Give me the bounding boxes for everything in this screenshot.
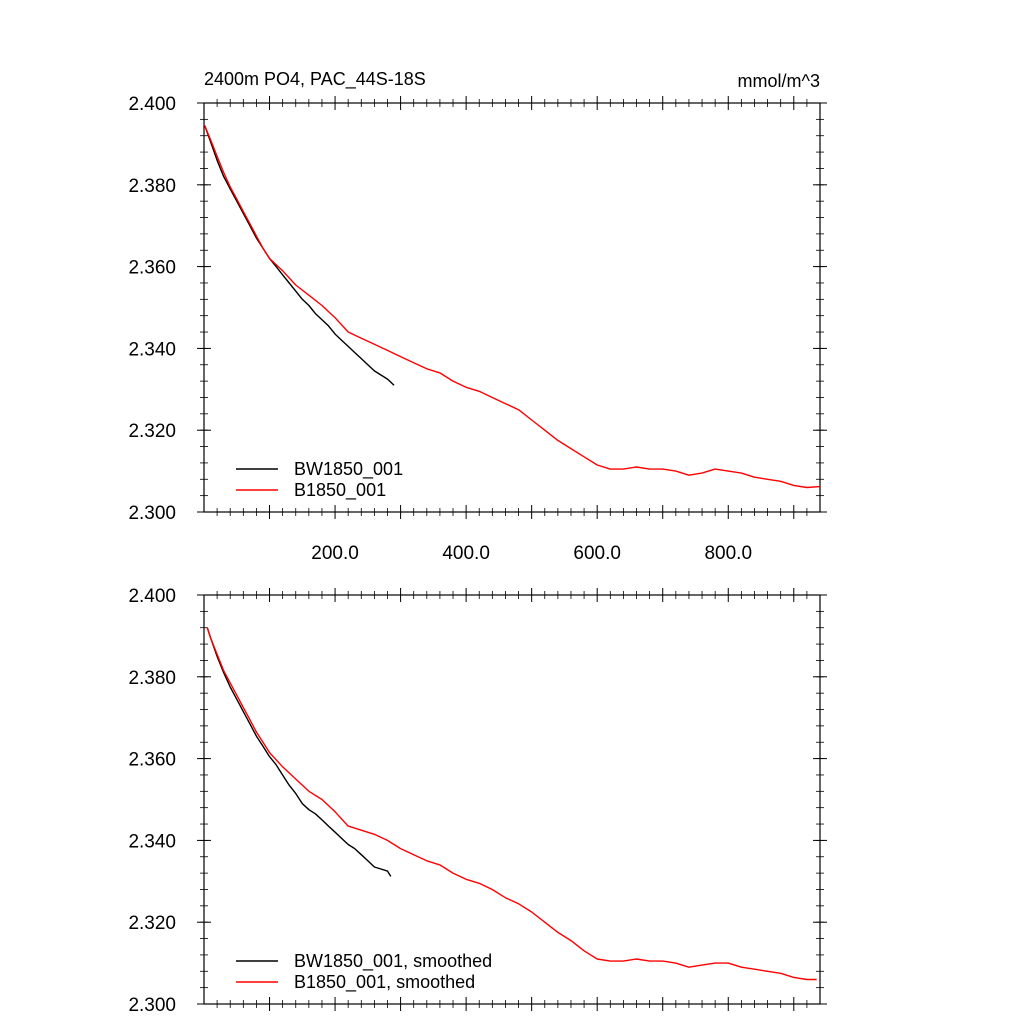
top-panel: 2400m PO4, PAC_44S-18S mmol/m^3 2.300 2.3… — [128, 69, 827, 564]
series-line-b1850-001-smoothed — [206, 627, 817, 981]
y-tick-label: 2.320 — [128, 421, 176, 442]
y-tick-label: 2.360 — [128, 258, 176, 279]
x-tick-label: 600.0 — [573, 543, 621, 564]
series-line-b1850-001 — [204, 125, 821, 489]
units-label: mmol/m^3 — [738, 71, 820, 91]
chart-title: 2400m PO4, PAC_44S-18S — [204, 69, 426, 90]
y-tick-label: 2.300 — [128, 995, 176, 1016]
bottom-panel: 2.300 2.320 2.340 2.360 2.380 2.400 BW1850_001… — [128, 586, 827, 1016]
legend-label: B1850_001, smoothed — [294, 972, 475, 993]
x-tick-label: 200.0 — [311, 543, 359, 564]
y-tick-label: 2.400 — [128, 94, 176, 115]
series-line-bw1850-001 — [204, 125, 395, 386]
y-tick-label: 2.340 — [128, 339, 176, 360]
y-tick-label: 2.340 — [128, 831, 176, 852]
legend-label: B1850_001 — [294, 480, 386, 501]
y-tick-label: 2.380 — [128, 668, 176, 689]
y-tick-label: 2.400 — [128, 586, 176, 607]
plot-frame — [203, 102, 821, 513]
legend-label: BW1850_001 — [294, 459, 403, 480]
x-tick-label: 400.0 — [442, 543, 490, 564]
y-tick-label: 2.380 — [128, 176, 176, 197]
y-tick-label: 2.360 — [128, 750, 176, 771]
plot-frame — [203, 594, 821, 1005]
x-tick-label: 800.0 — [704, 543, 752, 564]
legend-label: BW1850_001, smoothed — [294, 951, 492, 972]
y-tick-label: 2.300 — [128, 503, 176, 524]
y-tick-label: 2.320 — [128, 913, 176, 934]
series-line-bw1850-001-smoothed — [206, 627, 392, 877]
